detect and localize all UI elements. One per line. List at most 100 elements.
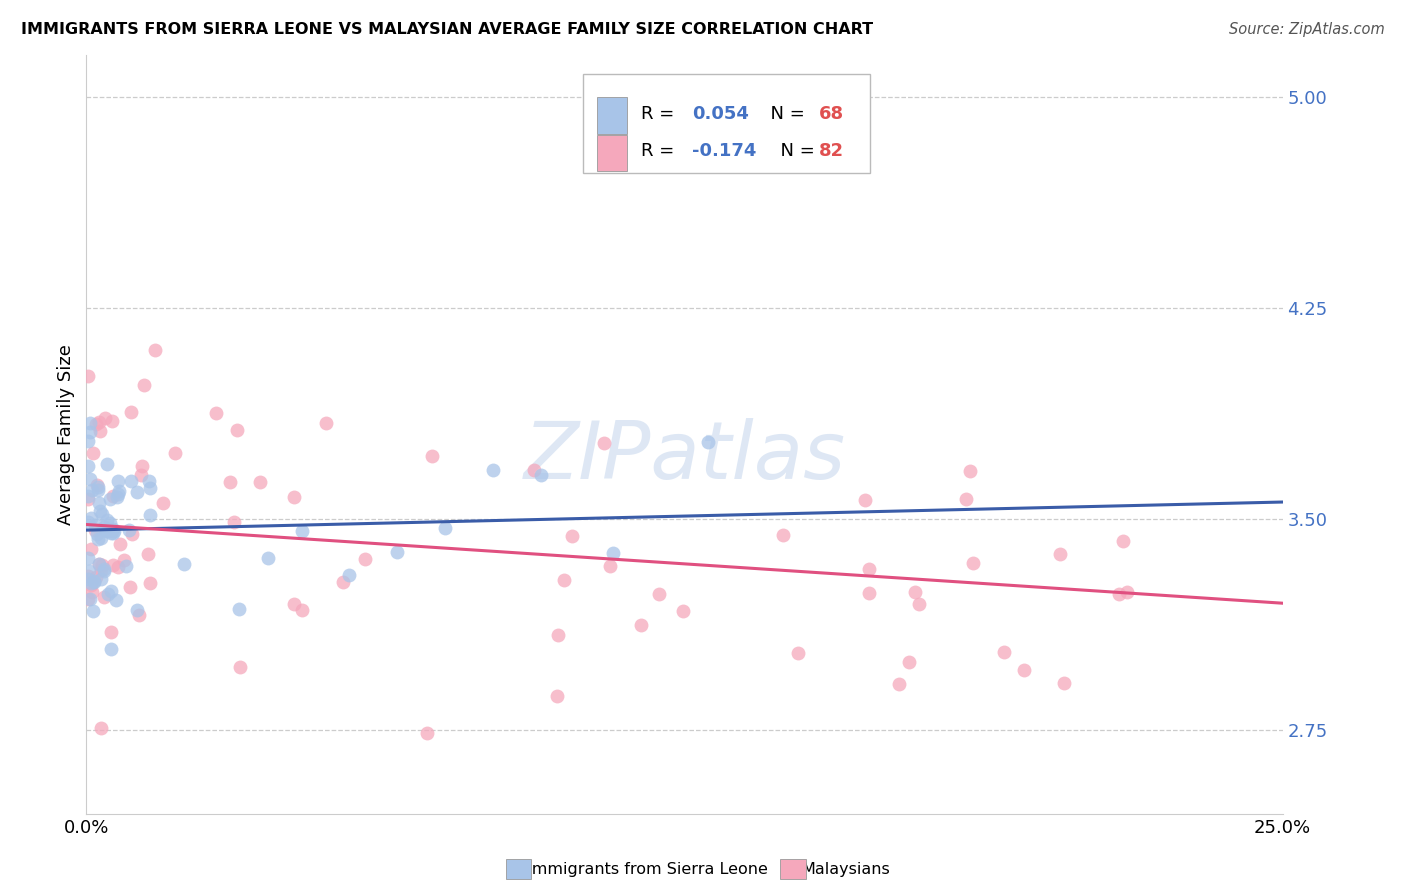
Point [134,377,156,392]
Text: IMMIGRANTS FROM SIERRA LEONE VS MALAYSIAN AVERAGE FAMILY SIZE CORRELATION CHART: IMMIGRANTS FROM SIERRA LEONE VS MALAYSIA… [21,22,873,37]
Point [76,492,98,507]
Point [77,573,100,587]
Point [339,568,361,582]
Point [434,521,457,535]
Point [553,573,575,587]
Point [93,590,115,604]
Point [96,458,118,472]
Point [226,423,249,437]
Point [114,558,136,573]
Point [887,677,910,691]
Point [229,660,252,674]
Point [283,490,305,504]
Point [858,585,880,599]
Point [84,417,107,432]
Point [121,527,143,541]
Point [79,564,101,578]
Point [354,551,377,566]
Point [1108,587,1130,601]
Point [76,489,98,503]
Point [561,529,583,543]
Point [84,518,107,533]
Point [89,558,111,572]
Point [547,628,569,642]
Point [993,645,1015,659]
Point [94,411,117,425]
Point [80,576,103,591]
Point [131,467,153,482]
Point [100,584,122,599]
Point [138,474,160,488]
Point [96,513,118,527]
Point [103,524,125,538]
Point [86,478,108,492]
Text: 82: 82 [818,142,844,160]
Point [97,587,120,601]
Point [672,605,695,619]
Point [315,416,337,430]
Point [787,646,810,660]
Point [84,570,107,584]
Point [90,563,112,577]
Point [139,481,162,495]
Point [904,585,927,599]
Point [257,551,280,566]
Text: R =: R = [641,104,681,122]
Text: R =: R = [641,142,681,160]
Text: N =: N = [759,104,810,122]
Point [90,721,112,735]
Point [959,465,981,479]
Point [83,574,105,589]
Point [107,475,129,489]
Point [118,580,141,594]
Point [120,475,142,489]
Point [93,519,115,533]
Point [89,504,111,518]
Point [897,655,920,669]
Point [1014,663,1036,677]
Point [291,603,314,617]
Point [107,559,129,574]
Point [420,449,443,463]
Point [100,526,122,541]
Point [283,597,305,611]
Point [91,507,114,521]
Point [101,522,124,536]
Point [592,435,614,450]
Point [86,527,108,541]
Point [79,511,101,525]
Point [647,587,669,601]
Point [101,526,124,541]
Point [82,446,104,460]
Bar [598,135,627,171]
Point [107,487,129,501]
Point [219,475,242,489]
Point [602,547,624,561]
Point [530,468,553,483]
Point [249,475,271,489]
Point [108,484,131,499]
Point [76,368,98,383]
Point [907,597,929,611]
Point [100,624,122,639]
Point [80,541,103,556]
Point [697,434,720,449]
Point [77,434,100,448]
Point [90,558,112,572]
Text: N =: N = [769,142,821,160]
Point [87,415,110,429]
Point [79,471,101,485]
Point [76,592,98,607]
Point [165,446,187,460]
Point [100,642,122,657]
Point [291,524,314,538]
Point [103,558,125,572]
Point [1115,585,1137,599]
Point [76,515,98,529]
Point [77,569,100,583]
Point [387,545,409,559]
Point [76,551,98,566]
Point [205,406,228,420]
Point [152,496,174,510]
Y-axis label: Average Family Size: Average Family Size [58,344,75,525]
